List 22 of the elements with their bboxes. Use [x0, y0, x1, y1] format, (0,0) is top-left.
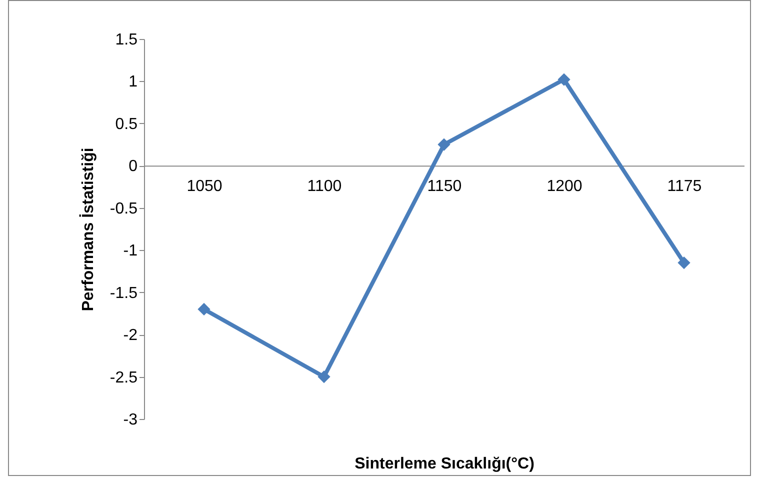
x-tick-label: 1150 — [427, 178, 462, 196]
x-axis-title: Sinterleme Sıcaklığı(°C) — [354, 456, 534, 472]
x-tick-label: 1175 — [667, 178, 702, 196]
y-tick-label: 1.5 — [115, 32, 138, 48]
y-tick-label: -2 — [123, 327, 138, 344]
y-tick-label: -1 — [123, 242, 138, 260]
y-tick-label: -2.5 — [110, 369, 138, 386]
y-tick-label: -3 — [123, 412, 138, 428]
x-tick-label: 1200 — [546, 178, 582, 196]
y-tick-label: 0 — [128, 158, 138, 176]
point — [318, 370, 330, 384]
y-tick-label: -0.5 — [110, 200, 138, 218]
y-tick-label: 0.5 — [115, 116, 138, 133]
point — [558, 73, 570, 86]
y-tick-label: -1.5 — [110, 284, 138, 302]
x-tick-label: 1050 — [186, 178, 222, 196]
point — [678, 256, 690, 270]
point — [198, 302, 210, 316]
y-axis-title: Performans İstatistiği — [78, 148, 97, 312]
point — [438, 138, 450, 151]
y-tick-label: 1 — [128, 74, 138, 91]
x-tick-label: 1100 — [307, 178, 342, 196]
